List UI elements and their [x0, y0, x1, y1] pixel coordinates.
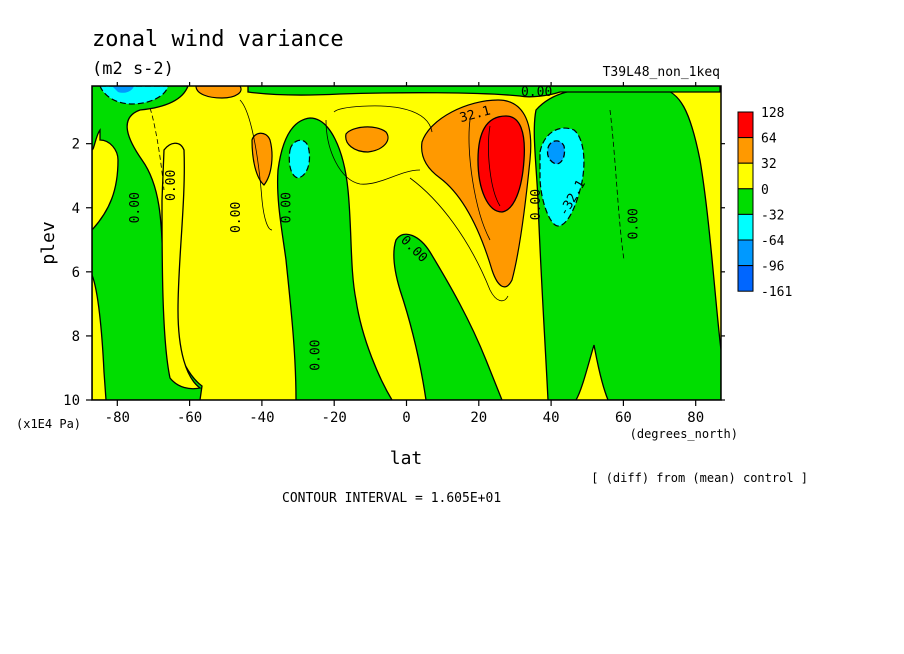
y-tick-label: 10	[63, 393, 80, 409]
x-axis-title: lat	[390, 448, 423, 469]
colorbar-label: -96	[761, 260, 784, 275]
colorbar-swatch	[737, 188, 754, 215]
x-tick-label: -60	[177, 410, 202, 426]
colorbar-legend: 128 64 32 0 -32 -64 -96 -161	[737, 106, 792, 300]
orange-region-15s	[345, 126, 389, 153]
run-label: T39L48_non_1keq	[603, 65, 720, 80]
x-tick-label: 60	[615, 410, 632, 426]
red-region-core	[477, 115, 526, 213]
yellow-south-low	[92, 274, 107, 400]
x-tick-label: 20	[470, 410, 487, 426]
contour-label: 0.00	[309, 339, 324, 370]
yellow-wedge-south	[92, 128, 119, 231]
colorbar-label: -64	[761, 234, 785, 249]
blue-region-top-south	[112, 86, 134, 93]
contour-interval: CONTOUR INTERVAL = 1.605E+01	[282, 491, 501, 506]
orange-region-45s	[251, 132, 273, 186]
y-tick-label: 6	[72, 265, 80, 281]
colorbar-swatch	[737, 265, 754, 292]
contour-label: 0.00	[627, 208, 642, 239]
contour-label: 0.00	[164, 170, 179, 201]
contour-lines	[149, 99, 625, 302]
y-axis-title: plev	[38, 221, 59, 264]
contour-field	[92, 86, 721, 400]
x-tick-label: -40	[249, 410, 274, 426]
colorbar-label: 128	[761, 106, 784, 121]
colorbar-swatch	[737, 162, 754, 190]
y-axis: 2 4 6 8 10	[63, 137, 725, 409]
cyan-region-30s	[288, 139, 311, 179]
x-tick-label: 40	[543, 410, 560, 426]
colorbar-label: 64	[761, 132, 777, 147]
contour-label: 0.00	[229, 202, 244, 233]
x-tick-label: 0	[402, 410, 410, 426]
yellow-column-60s	[161, 142, 202, 390]
contour-label: 0.00	[529, 189, 544, 220]
y-tick-label: 4	[72, 201, 80, 217]
x-axis-units: (degrees_north)	[630, 427, 738, 441]
y-tick-label: 8	[72, 329, 80, 345]
colorbar-label: -32	[761, 208, 784, 223]
x-tick-label: -20	[322, 410, 347, 426]
blue-region-45n	[546, 140, 566, 165]
contour-label: 0.00	[280, 192, 295, 223]
colorbar-swatch	[737, 213, 754, 241]
y-axis-units: (x1E4 Pa)	[16, 417, 81, 431]
x-tick-label: -80	[105, 410, 130, 426]
x-tick-label: 80	[687, 410, 704, 426]
green-region-30s	[276, 117, 393, 400]
contour-label: 0.00	[521, 85, 552, 100]
colorbar-swatch	[737, 111, 754, 139]
chart-title: zonal wind variance	[92, 27, 344, 52]
green-region-equator	[393, 233, 503, 400]
x-axis: -80 -60 -40 -20 0 20 40 60 80	[105, 82, 704, 426]
source-note: [ (diff) from (mean) control ]	[591, 471, 808, 485]
colorbar-swatch	[737, 137, 754, 164]
colorbar-swatch	[737, 239, 754, 267]
green-upper-band	[247, 86, 721, 98]
contour-label: 0.00	[128, 192, 143, 223]
chart-units: (m2 s-2)	[92, 59, 174, 79]
colorbar-label: -161	[761, 285, 792, 300]
colorbar-label: 32	[761, 157, 777, 172]
colorbar-label: 0	[761, 183, 769, 198]
y-tick-label: 2	[72, 137, 80, 153]
orange-region-top-south	[195, 86, 242, 99]
